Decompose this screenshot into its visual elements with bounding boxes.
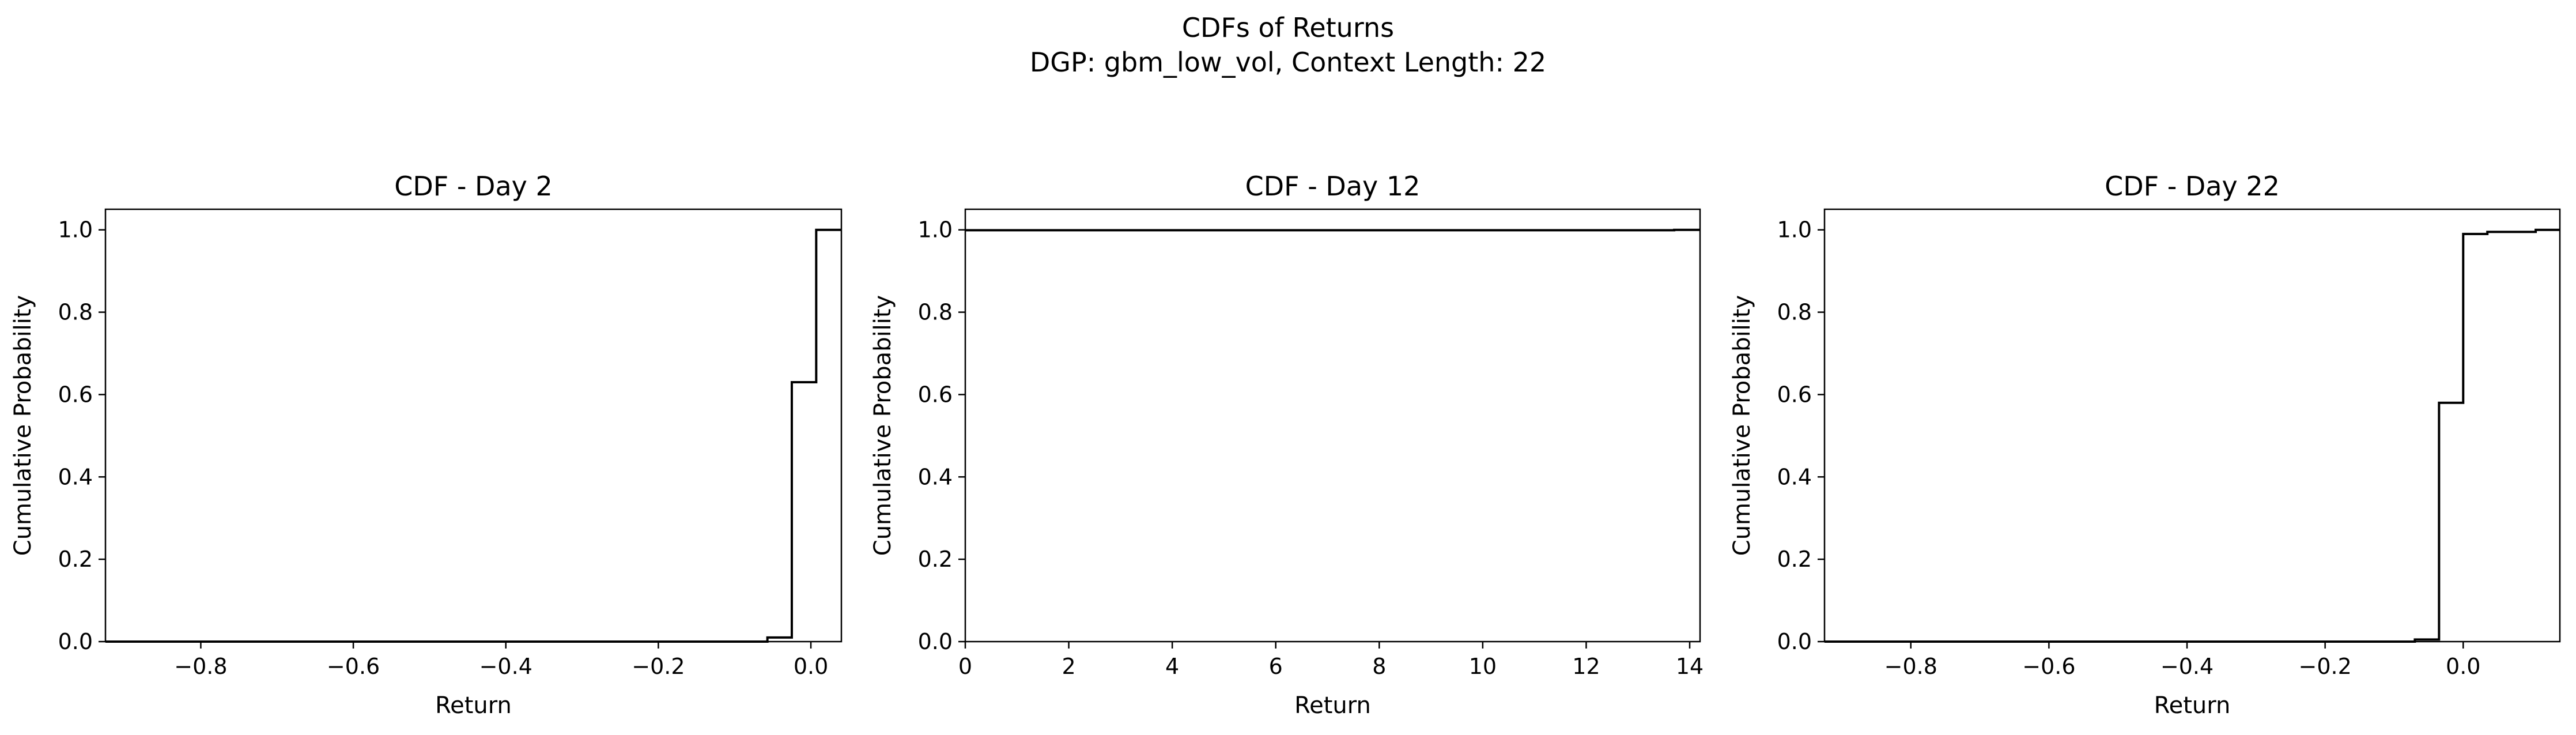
y-tick-label: 1.0 [918, 217, 953, 243]
y-tick-label: 1.0 [1777, 217, 1812, 243]
x-tick-label: 8 [1372, 654, 1386, 679]
y-tick-label: 1.0 [58, 217, 93, 243]
x-tick-label: 0.0 [794, 654, 828, 679]
y-axis-label: Cumulative Probability [1729, 295, 1755, 556]
x-tick-label: 12 [1572, 654, 1600, 679]
x-tick-label: 0 [958, 654, 972, 679]
subplot-1: −0.8 −0.6 −0.4 −0.2 0.0 0.0 0.2 0.4 0.6 0.8 1.0 CDF… [10, 171, 843, 719]
y-tick-label: 0.4 [58, 464, 93, 489]
axes-frame [964, 208, 1701, 643]
y-tick-label: 0.0 [918, 629, 953, 654]
figure-title: CDFs of Returns DGP: gbm_low_vol, Contex… [0, 10, 2576, 80]
x-axis-label: Return [435, 692, 512, 719]
subplot-title: CDF - Day 2 [394, 171, 553, 202]
y-tick-label: 0.0 [58, 629, 93, 654]
y-tick-label: 0.4 [918, 464, 953, 489]
x-tick-label: 10 [1469, 654, 1497, 679]
x-axis-label: Return [2154, 692, 2231, 719]
x-tick-label: −0.6 [327, 654, 380, 679]
figure-title-line-1: CDFs of Returns [1181, 12, 1395, 43]
subplot-3: −0.8 −0.6 −0.4 −0.2 0.0 0.0 0.2 0.4 0.6 0.8 1.0 CDF… [1729, 171, 2561, 719]
y-axis-label: Cumulative Probability [10, 295, 36, 556]
y-tick-label: 0.2 [918, 546, 953, 572]
axes-frame [1823, 208, 2561, 643]
x-tick-label: −0.4 [2160, 654, 2214, 679]
x-tick-label: −0.8 [174, 654, 227, 679]
x-tick-label: −0.6 [2022, 654, 2075, 679]
y-tick-label: 0.4 [1777, 464, 1812, 489]
y-tick-label: 0.8 [918, 300, 953, 325]
y-tick-label: 0.8 [1777, 300, 1812, 325]
subplot-title: CDF - Day 22 [2105, 171, 2280, 202]
subplot-2: 0 2 4 6 8 10 12 14 0.0 0.2 0.4 0.6 0.8 1.0 CDF - Day 1… [870, 171, 1704, 719]
y-tick-label: 0.6 [918, 382, 953, 407]
y-tick-label: 0.2 [58, 546, 93, 572]
cdf-line [965, 228, 1700, 232]
x-tick-label: 0.0 [2446, 654, 2480, 679]
x-tick-label: −0.8 [1884, 654, 1937, 679]
figure-title-line-2: DGP: gbm_low_vol, Context Length: 22 [1029, 47, 1547, 78]
cdf-line [1825, 228, 2560, 643]
x-tick-label: 14 [1676, 654, 1704, 679]
x-tick-label: −0.4 [479, 654, 532, 679]
subplot-title: CDF - Day 12 [1245, 171, 1421, 202]
x-tick-label: 4 [1165, 654, 1179, 679]
y-tick-label: 0.0 [1777, 629, 1812, 654]
x-axis-label: Return [1294, 692, 1371, 719]
y-tick-label: 0.2 [1777, 546, 1812, 572]
x-tick-label: −0.2 [632, 654, 685, 679]
cdf-line [105, 228, 841, 643]
x-tick-label: 6 [1269, 654, 1283, 679]
x-tick-label: −0.2 [2298, 654, 2351, 679]
y-tick-label: 0.6 [1777, 382, 1812, 407]
y-tick-label: 0.8 [58, 300, 93, 325]
axes-frame [104, 208, 843, 643]
y-tick-label: 0.6 [58, 382, 93, 407]
x-tick-label: 2 [1062, 654, 1075, 679]
y-axis-label: Cumulative Probability [870, 295, 896, 556]
